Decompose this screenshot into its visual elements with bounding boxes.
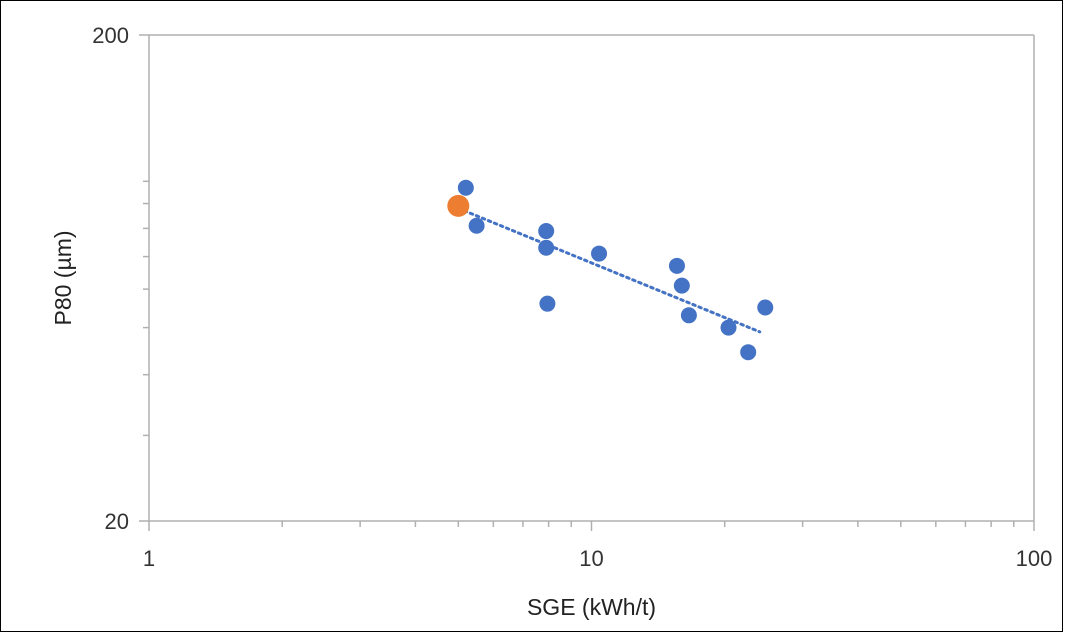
tick-labels: 1 10 100 20 200 [92,23,1052,571]
data-point [720,319,737,336]
y-tick-label: 20 [105,509,129,534]
data-points [447,179,774,361]
data-point [668,257,685,274]
trendline-dotted [456,206,762,334]
data-point [591,245,608,262]
highlight-point [447,194,470,217]
trendline [456,206,762,334]
x-axis-title: SGE (kWh/t) [527,594,656,620]
y-tick-label: 200 [92,23,129,48]
data-point [538,239,555,256]
data-point [680,307,697,324]
y-axis-title: P80 (µm) [50,230,76,325]
x-tick-label: 1 [143,546,155,571]
data-point [539,295,556,312]
x-tick-label: 10 [579,546,603,571]
data-point [538,223,555,240]
data-point [740,344,757,361]
axes [139,34,1035,531]
data-point [468,217,485,234]
x-tick-label: 100 [1016,546,1053,571]
data-point [673,277,690,294]
data-point [757,299,774,316]
data-point [457,179,474,196]
